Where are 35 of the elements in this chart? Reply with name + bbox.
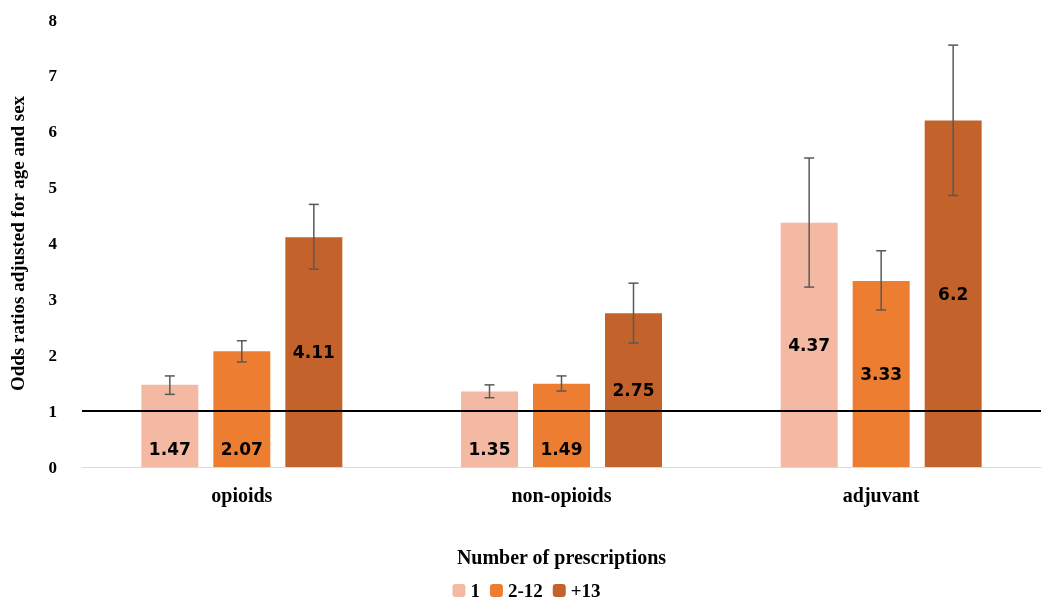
x-tick-label: adjuvant xyxy=(842,484,920,507)
data-label: 1.35 xyxy=(468,438,511,459)
legend-label: +13 xyxy=(570,580,601,601)
data-label: 2.07 xyxy=(220,438,263,459)
data-label: 1.47 xyxy=(148,438,191,459)
x-tick-label: opioids xyxy=(211,484,273,507)
legend-label: 2-12 xyxy=(507,580,543,601)
y-tick-label: 0 xyxy=(48,457,57,477)
y-tick-label: 5 xyxy=(48,178,57,198)
x-tick-label: non-opioids xyxy=(511,484,612,507)
bar xyxy=(533,383,590,467)
y-tick-label: 4 xyxy=(48,234,58,253)
bar xyxy=(605,313,662,467)
data-label: 1.49 xyxy=(540,438,583,459)
bar xyxy=(141,384,199,467)
bar xyxy=(924,120,982,467)
bar xyxy=(285,237,343,467)
x-axis-title: Number of prescriptions xyxy=(456,546,667,569)
data-label: 3.33 xyxy=(860,363,903,384)
data-label: 4.11 xyxy=(292,342,335,363)
bar xyxy=(852,280,910,467)
data-label: 4.37 xyxy=(788,334,831,355)
y-tick-label: 3 xyxy=(48,289,57,309)
y-tick-label: 1 xyxy=(48,401,57,421)
bar xyxy=(213,351,271,467)
data-label: 2.75 xyxy=(612,380,655,401)
bar xyxy=(780,222,838,467)
y-tick-label: 8 xyxy=(48,10,57,30)
data-label: 6.2 xyxy=(938,283,969,304)
y-tick-label: 7 xyxy=(48,66,58,86)
y-tick-label: 6 xyxy=(48,122,57,142)
y-tick-label: 2 xyxy=(48,345,57,365)
y-axis-title: Odds ratios adjusted for age and sex xyxy=(7,95,28,392)
bar xyxy=(461,391,518,467)
legend-label: 1 xyxy=(470,580,480,601)
